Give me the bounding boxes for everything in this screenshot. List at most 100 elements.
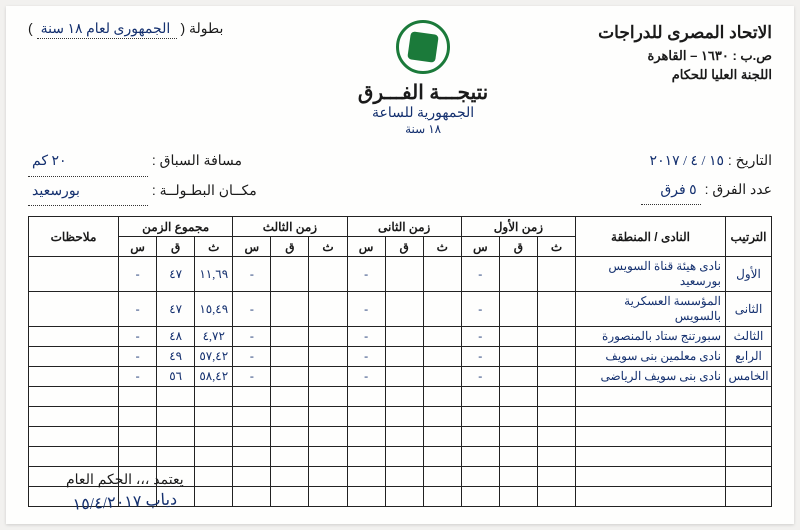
cell-t1-q [499, 367, 537, 387]
table-row: الثانىالمؤسسة العسكرية بالسويس---١٥,٤٩٤٧… [29, 292, 772, 327]
empty-cell [157, 407, 195, 427]
th-t3-s: س [233, 237, 271, 257]
empty-cell [423, 487, 461, 507]
empty-cell [385, 407, 423, 427]
org-block: الاتحاد المصرى للدراجات ص.ب : ١٦٣٠ – الق… [598, 20, 772, 85]
cell-club: المؤسسة العسكرية بالسويس [576, 292, 726, 327]
signature: دياب ١٥/٤/٢٠١٧ [66, 489, 185, 515]
th-t3-th: ث [309, 237, 347, 257]
th-t2-s: س [347, 237, 385, 257]
empty-cell [726, 487, 772, 507]
org-line1: الاتحاد المصرى للدراجات [598, 20, 772, 46]
cell-notes [29, 327, 119, 347]
empty-cell [499, 447, 537, 467]
empty-cell [119, 447, 157, 467]
empty-cell [385, 467, 423, 487]
empty-cell [233, 427, 271, 447]
cell-t3-q [271, 347, 309, 367]
date-label: التاريخ : [728, 152, 772, 168]
cell-tot-th: ١١,٦٩ [195, 257, 233, 292]
cell-t3-th [309, 327, 347, 347]
empty-cell [29, 447, 119, 467]
cell-t2-th [423, 327, 461, 347]
place-value: بورسعيد [28, 179, 148, 207]
cell-tot-th: ١٥,٤٩ [195, 292, 233, 327]
cell-t2-q [385, 367, 423, 387]
th-tot-q: ق [157, 237, 195, 257]
cell-t3-s: - [233, 367, 271, 387]
empty-cell [347, 407, 385, 427]
distance-value: ٢٠ كم [28, 149, 148, 177]
results-table: الترتيب النادى / المنطقة زمن الأول زمن ا… [28, 216, 772, 507]
cell-t2-q [385, 347, 423, 367]
th-tot-th: ث [195, 237, 233, 257]
empty-cell [423, 467, 461, 487]
cell-tot-q: ٤٩ [157, 347, 195, 367]
empty-cell [499, 407, 537, 427]
empty-cell [499, 387, 537, 407]
th-tot-s: س [119, 237, 157, 257]
empty-cell [195, 387, 233, 407]
empty-cell [537, 387, 575, 407]
empty-cell [347, 427, 385, 447]
th-total: مجموع الزمن [119, 217, 233, 237]
logo-mark [407, 31, 439, 63]
table-row: الثالثسبورتنج ستاد بالمنصورة---٤,٧٢٤٨- [29, 327, 772, 347]
cell-t3-th [309, 347, 347, 367]
empty-cell [726, 447, 772, 467]
empty-cell [271, 407, 309, 427]
cell-t3-s: - [233, 257, 271, 292]
cell-t3-s: - [233, 347, 271, 367]
cell-rank: الثانى [726, 292, 772, 327]
meta-row: التاريخ : ١٥ / ٤ / ٢٠١٧ عدد الفرق : ٥ فر… [28, 147, 772, 206]
cell-tot-s: - [119, 367, 157, 387]
cell-t2-s: - [347, 292, 385, 327]
empty-cell [271, 447, 309, 467]
empty-cell [347, 487, 385, 507]
cell-t1-q [499, 257, 537, 292]
cell-rank: الخامس [726, 367, 772, 387]
empty-cell [157, 447, 195, 467]
cell-t2-th [423, 257, 461, 292]
th-t1-q: ق [499, 237, 537, 257]
empty-cell [195, 487, 233, 507]
th-notes: ملاحظات [29, 217, 119, 257]
cell-tot-s: - [119, 327, 157, 347]
cell-t3-th [309, 367, 347, 387]
empty-cell [347, 467, 385, 487]
cell-t1-s: - [461, 327, 499, 347]
federation-logo [396, 20, 450, 74]
empty-cell [576, 487, 726, 507]
empty-cell [385, 487, 423, 507]
th-t1-s: س [461, 237, 499, 257]
cell-t2-q [385, 327, 423, 347]
empty-cell [537, 427, 575, 447]
empty-cell [576, 427, 726, 447]
cell-notes [29, 347, 119, 367]
cell-club: سبورتنج ستاد بالمنصورة [576, 327, 726, 347]
empty-cell [233, 407, 271, 427]
cell-t2-s: - [347, 327, 385, 347]
cell-t1-q [499, 292, 537, 327]
cell-club: نادى معلمين بنى سويف [576, 347, 726, 367]
empty-cell [385, 427, 423, 447]
empty-cell [576, 467, 726, 487]
empty-cell [309, 447, 347, 467]
cell-tot-q: ٤٧ [157, 257, 195, 292]
cell-t2-th [423, 347, 461, 367]
meta-right: التاريخ : ١٥ / ٤ / ٢٠١٧ عدد الفرق : ٥ فر… [641, 147, 772, 206]
cell-t3-s: - [233, 327, 271, 347]
championship-field: بطولة ( الجمهورى لعام ١٨ سنة ) [28, 20, 248, 39]
empty-cell [576, 387, 726, 407]
cell-notes [29, 292, 119, 327]
empty-cell [461, 467, 499, 487]
table-row-empty [29, 387, 772, 407]
cell-tot-q: ٤٧ [157, 292, 195, 327]
empty-cell [29, 407, 119, 427]
empty-cell [309, 387, 347, 407]
championship-close: ) [28, 20, 33, 36]
empty-cell [461, 487, 499, 507]
empty-cell [385, 447, 423, 467]
cell-t1-th [537, 367, 575, 387]
cell-t2-q [385, 292, 423, 327]
